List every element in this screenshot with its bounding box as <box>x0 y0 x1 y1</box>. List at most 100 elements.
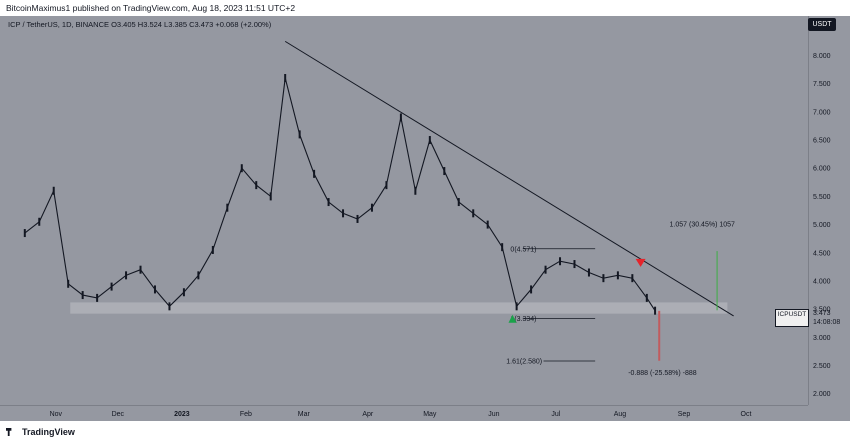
price-tick-label: 5.500 <box>813 194 831 201</box>
price-candle <box>370 203 373 212</box>
currency-badge[interactable]: USDT <box>808 18 836 31</box>
price-tick-label: 4.500 <box>813 250 831 257</box>
footer: TradingView <box>0 421 850 443</box>
publisher-bar: BitcoinMaximus1 published on TradingView… <box>0 0 850 16</box>
price-candle <box>298 130 301 139</box>
price-chart[interactable]: 0(4.571) 1(3.334) 1.61(2.580) 1.057 (30.45%… <box>0 16 808 405</box>
price-candle <box>385 181 388 190</box>
price-candle <box>645 293 648 302</box>
countdown: 14:08:08 <box>813 319 841 326</box>
upside-target-label: 1.057 (30.45%) 1057 <box>670 221 735 228</box>
price-candle <box>530 285 533 294</box>
fib-level-label: 0(4.571) <box>510 246 536 253</box>
publisher-text: BitcoinMaximus1 published on TradingView… <box>6 3 296 13</box>
symbol-header: ICP / TetherUS, 1D, BINANCE O3.405 H3.52… <box>8 20 272 29</box>
tradingview-logo[interactable]: TradingView <box>6 427 75 437</box>
downside-target-label: -0.888 (-25.58%) -888 <box>628 370 697 377</box>
price-candle <box>573 260 576 269</box>
price-candle <box>356 214 359 223</box>
price-candle <box>182 288 185 297</box>
price-tick-label: 6.500 <box>813 138 831 145</box>
price-candle <box>153 285 156 294</box>
price-candle <box>399 113 402 122</box>
price-candle <box>38 217 41 226</box>
price-candle <box>255 181 258 190</box>
price-candle <box>240 164 243 173</box>
price-tick-label: 6.000 <box>813 166 831 173</box>
price-candle <box>501 243 504 252</box>
support-zone <box>70 302 728 314</box>
price-candle <box>23 229 26 238</box>
tradingview-logo-text: TradingView <box>22 427 75 437</box>
price-candle <box>168 302 171 311</box>
price-tick-label: 5.000 <box>813 222 831 229</box>
tradingview-logo-icon <box>6 428 12 436</box>
price-candle <box>139 265 142 274</box>
price-candle <box>631 274 634 283</box>
price-candle <box>67 279 70 288</box>
time-tick-label: Sep <box>678 411 691 418</box>
time-tick-label: May <box>423 411 437 418</box>
descending-trendline <box>284 40 734 317</box>
time-tick-label: Mar <box>298 411 311 418</box>
price-tick-label: 2.000 <box>813 391 831 398</box>
time-tick-label: Oct <box>741 411 752 418</box>
time-tick-label: Feb <box>240 411 252 418</box>
price-candle <box>602 274 605 283</box>
ticker-label: ICPUSDT <box>775 309 809 327</box>
chart-area[interactable]: ICP / TetherUS, 1D, BINANCE O3.405 H3.52… <box>0 16 808 405</box>
price-candle <box>125 271 128 280</box>
price-candle <box>342 209 345 218</box>
price-tick-label: 3.500 <box>813 307 831 314</box>
price-candle <box>457 198 460 207</box>
time-tick-label: Aug <box>614 411 627 418</box>
fib-level-label: 1.61(2.580) <box>506 359 542 366</box>
time-tick-label: Jul <box>551 411 560 418</box>
price-candle <box>313 169 316 178</box>
time-axis[interactable]: Nov Dec 2023 Feb Mar Apr May Jun Jul Aug Sep Oct <box>0 405 808 421</box>
time-tick-label: 2023 <box>174 411 190 418</box>
price-tick-label: 4.000 <box>813 278 831 285</box>
price-tick-label: 8.000 <box>813 53 831 60</box>
price-tick-label: 2.500 <box>813 363 831 370</box>
price-candle <box>96 293 99 302</box>
bearish-marker-icon <box>635 258 646 267</box>
last-price: 3.473 <box>813 310 831 317</box>
price-axis[interactable]: 8.5008.0007.5007.0006.5006.0005.5005.000… <box>808 16 850 405</box>
price-candle <box>616 271 619 280</box>
fib-level-label: 1(3.334) <box>510 316 536 323</box>
price-candle <box>226 203 229 212</box>
time-axis-ticks: Nov Dec 2023 Feb Mar Apr May Jun Jul Aug Sep Oct <box>50 411 752 418</box>
bullish-marker-icon <box>508 314 517 323</box>
price-tick-label: 3.000 <box>813 335 831 342</box>
price-candle <box>544 265 547 274</box>
price-tick-label: 7.000 <box>813 109 831 116</box>
price-candle <box>81 291 84 300</box>
price-candle <box>327 198 330 207</box>
price-candle <box>269 192 272 201</box>
price-candle <box>654 306 657 315</box>
time-tick-label: Nov <box>50 411 63 418</box>
price-candle <box>559 257 562 266</box>
price-axis-ticks: 8.5008.0007.5007.0006.5006.0005.5005.000… <box>813 25 831 398</box>
price-candle <box>211 245 214 254</box>
price-candle <box>52 186 55 195</box>
price-series-line <box>24 77 656 311</box>
price-candle <box>284 74 287 83</box>
time-tick-label: Jun <box>488 411 499 418</box>
time-tick-label: Dec <box>112 411 125 418</box>
price-candle <box>197 271 200 280</box>
last-price-badge: 3.473 14:08:08 <box>810 309 850 327</box>
price-candle <box>587 268 590 277</box>
price-candle <box>414 186 417 195</box>
time-tick-label: Apr <box>362 411 374 418</box>
price-candle <box>486 220 489 229</box>
price-candle <box>428 136 431 145</box>
price-candle <box>515 302 518 311</box>
ticker-text: ICPUSDT <box>777 311 807 318</box>
price-candle <box>110 282 113 291</box>
price-candle <box>472 209 475 218</box>
price-candle <box>443 167 446 176</box>
axis-corner <box>808 405 850 421</box>
price-tick-label: 7.500 <box>813 81 831 88</box>
